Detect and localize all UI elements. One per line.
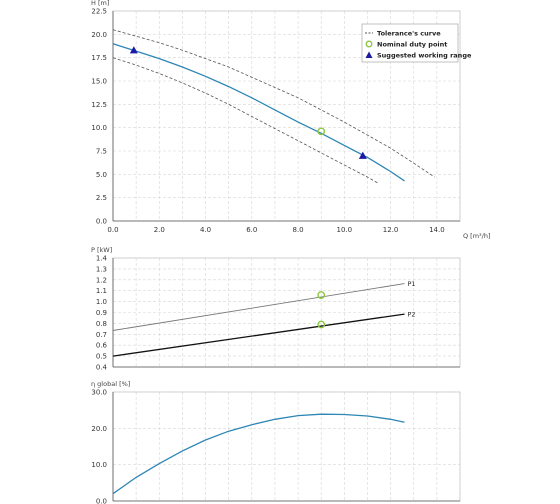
y-tick-label: 12.5: [91, 101, 107, 109]
power-curve-p1: [112, 283, 405, 331]
x-tick-label: 14.0: [429, 226, 445, 234]
y-tick-label: 7.5: [96, 148, 107, 156]
series-label-p2: P2: [407, 311, 415, 319]
y-tick-label: 30.0: [91, 389, 107, 397]
y-tick-label: 0.0: [96, 218, 107, 226]
y-tick-label: 0.8: [96, 320, 107, 328]
y-tick-label: 20.0: [91, 425, 107, 433]
x-tick-label: 2.0: [154, 226, 165, 234]
efficiency-curve: [112, 413, 405, 495]
legend-label: Nominal duty point: [377, 40, 447, 48]
x-tick-label: 10.0: [337, 226, 353, 234]
nominal-duty-point-marker: [317, 291, 326, 299]
legend-label: Tolerance's curve: [377, 29, 441, 37]
x-tick-label: 4.0: [200, 226, 211, 234]
x-axis-title: Q [m³/h]: [463, 232, 491, 240]
efficiency-chart: 0.0 10.0 20.0 30.0η global [%]: [91, 380, 461, 504]
legend-label: Suggested working range: [377, 51, 472, 59]
tolerance-upper-curve: [112, 29, 435, 178]
x-tick-label: 0.0: [107, 226, 118, 234]
plot-area: [113, 392, 460, 501]
y-tick-label: 15.0: [91, 78, 107, 86]
y-tick-label: 1.1: [96, 287, 107, 295]
y-tick-label: 1.4: [96, 255, 108, 263]
y-axis-title: η global [%]: [91, 380, 130, 388]
series-label-p1: P1: [407, 280, 415, 288]
working-range-marker: [129, 46, 138, 54]
working-range-marker: [358, 151, 367, 159]
y-tick-label: 1.2: [96, 276, 107, 284]
legend-triangle-swatch: [365, 51, 373, 58]
tolerance-lower-curve: [112, 57, 380, 185]
legend-box: [361, 23, 459, 63]
y-tick-label: 0.4: [96, 364, 108, 372]
y-tick-label: 0.5: [96, 353, 107, 361]
y-tick-label: 0.0: [96, 498, 107, 504]
legend: Tolerance's curve Nominal duty point Sugge…: [361, 23, 472, 63]
y-tick-label: 2.5: [96, 194, 107, 202]
head-chart: 0.0 2.5 5.0 7.5 10.0 12.5 15.0 17.5 20.0 22.5H [m…: [91, 0, 491, 240]
y-tick-label: 17.5: [91, 54, 107, 62]
y-axis-title: P [kW]: [91, 246, 112, 254]
x-tick-label: 6.0: [246, 226, 257, 234]
nominal-duty-point-marker: [317, 320, 326, 329]
power-chart: 0.4 0.5 0.6 0.7 0.8 0.9 1.0 1.1 1.2 1.3 1.4P [kW] P…: [91, 246, 461, 372]
y-tick-label: 5.0: [96, 171, 107, 179]
y-tick-label: 1.3: [96, 265, 107, 273]
y-tick-label: 0.9: [96, 309, 107, 317]
y-tick-label: 1.0: [96, 298, 107, 306]
y-tick-label: 0.6: [96, 342, 108, 350]
x-tick-label: 12.0: [383, 226, 399, 234]
power-curve-p2: [112, 313, 405, 357]
legend-circle-swatch: [365, 40, 373, 48]
nominal-duty-point-marker: [317, 127, 326, 136]
y-tick-label: 22.5: [91, 8, 107, 16]
y-tick-label: 20.0: [91, 31, 107, 39]
y-tick-label: 10.0: [91, 461, 107, 469]
y-axis-title: H [m]: [91, 0, 109, 7]
x-tick-label: 8.0: [292, 226, 303, 234]
y-tick-label: 0.7: [96, 331, 107, 339]
y-tick-label: 10.0: [91, 124, 107, 132]
